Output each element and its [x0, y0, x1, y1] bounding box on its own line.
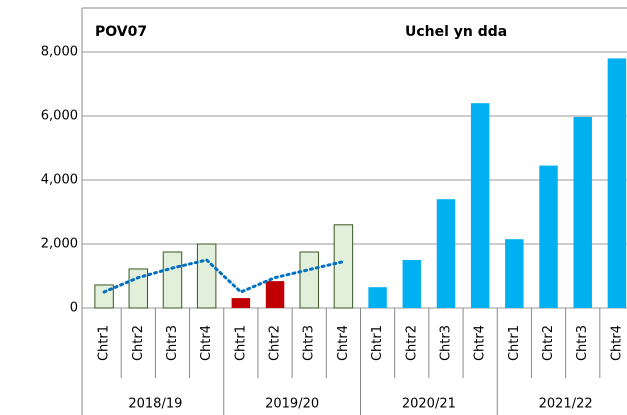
bar	[231, 298, 251, 308]
group-label: 2019/20	[265, 397, 319, 412]
group-label: 2021/22	[539, 397, 593, 412]
annotation: POV07	[95, 24, 147, 40]
x-tick-label: Chtr3	[302, 325, 317, 361]
x-tick-label: Chtr1	[370, 325, 385, 361]
y-tick-label: 6,000	[41, 109, 78, 124]
y-tick-label: 2,000	[41, 237, 78, 252]
x-tick-label: Chtr2	[131, 325, 146, 361]
bar	[162, 251, 183, 309]
x-tick-label: Chtr1	[233, 325, 248, 361]
y-tick-label: 0	[70, 301, 78, 316]
group-label: 2020/21	[402, 397, 456, 412]
x-tick-label: Chtr4	[609, 325, 624, 361]
x-tick-label: Chtr4	[473, 325, 488, 361]
bar	[607, 58, 627, 309]
x-tick-label: Chtr3	[165, 325, 180, 361]
bar	[402, 260, 422, 308]
bar	[368, 287, 387, 308]
x-tick-label: Chtr2	[404, 325, 419, 361]
x-tick-label: Chtr2	[268, 325, 283, 361]
bar	[196, 243, 217, 309]
x-tick-label: Chtr1	[507, 325, 522, 361]
bar	[573, 116, 592, 309]
x-tick-label: Chtr4	[199, 325, 214, 361]
bar	[265, 281, 285, 308]
bar	[505, 239, 524, 308]
bar	[299, 251, 319, 309]
y-tick-label: 8,000	[41, 45, 78, 60]
x-tick-label: Chtr1	[97, 325, 112, 361]
bar	[470, 103, 490, 308]
annotation: Uchel yn dda	[405, 24, 507, 40]
trend-line	[102, 258, 345, 294]
x-tick-label: Chtr2	[541, 325, 556, 361]
x-tick-label: Chtr4	[336, 325, 351, 361]
group-label: 2018/19	[128, 397, 182, 412]
bar	[436, 199, 456, 308]
y-tick-label: 4,000	[41, 173, 78, 188]
x-tick-label: Chtr3	[438, 325, 453, 361]
x-tick-label: Chtr3	[575, 325, 590, 361]
bar	[539, 165, 558, 308]
bar	[333, 224, 354, 309]
